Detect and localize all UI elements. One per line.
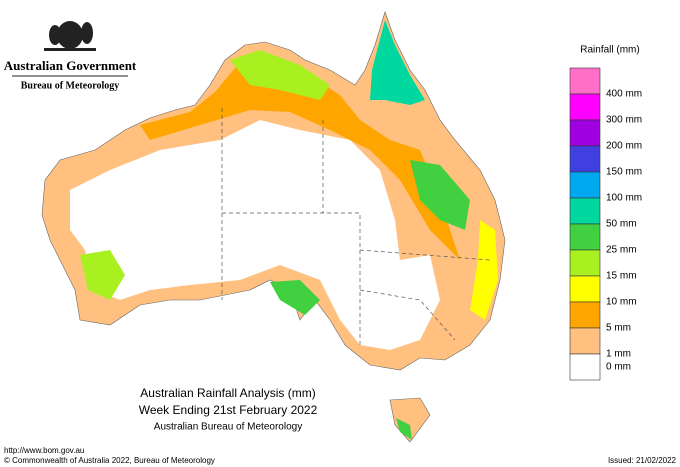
state-borders — [221, 108, 491, 345]
legend-label: 300 mm — [606, 115, 642, 126]
legend: 400 mm 300 mm 200 mm 150 mm 100 mm 50 mm 25 mm… — [569, 67, 642, 381]
legend-label: 50 mm — [606, 219, 637, 230]
dry-interior — [70, 120, 440, 350]
tas-green — [396, 418, 412, 440]
tasmania — [389, 397, 431, 443]
legend-swatch — [569, 93, 601, 121]
legend-label: 1 mm — [606, 349, 631, 360]
north-wet — [140, 62, 460, 260]
legend-swatch — [569, 171, 601, 199]
sa-green — [270, 280, 320, 315]
legend-label: 5 mm — [606, 323, 631, 334]
legend-swatch — [569, 67, 601, 95]
caption-line: Australian Bureau of Meteorology — [154, 422, 302, 433]
footer-copyright: © Commonwealth of Australia 2022, Bureau… — [4, 456, 215, 465]
legend-swatch — [569, 275, 601, 303]
caption-line: Australian Rainfall Analysis (mm) — [140, 386, 315, 400]
legend-swatch — [569, 197, 601, 225]
legend-label: 150 mm — [606, 167, 642, 178]
legend-swatch — [569, 223, 601, 251]
legend-label: 25 mm — [606, 245, 637, 256]
legend-swatch — [569, 249, 601, 277]
wa-green — [80, 250, 125, 300]
header-subtitle: Bureau of Meteorology — [21, 80, 120, 91]
footer-url: http://www.bom.gov.au — [4, 446, 84, 455]
legend-swatch — [569, 119, 601, 147]
qld-green — [410, 160, 470, 230]
header-title: Australian Government — [4, 58, 137, 73]
crest — [44, 21, 96, 51]
north-green — [230, 50, 330, 100]
east-coast — [470, 220, 498, 320]
legend-swatch — [569, 301, 601, 329]
legend-label: 10 mm — [606, 297, 637, 308]
legend-label: 200 mm — [606, 141, 642, 152]
footer-issued: Issued: 21/02/2022 — [608, 456, 677, 465]
legend-title: Rainfall (mm) — [580, 45, 639, 56]
legend-label: 15 mm — [606, 271, 637, 282]
legend-label: 0 mm — [606, 362, 631, 373]
legend-swatch — [569, 353, 601, 381]
cape-york — [370, 20, 425, 105]
map — [41, 11, 506, 443]
legend-swatch — [569, 327, 601, 355]
caption-line: Week Ending 21st February 2022 — [139, 403, 318, 417]
legend-label: 100 mm — [606, 193, 642, 204]
legend-swatch — [569, 145, 601, 173]
legend-label: 400 mm — [606, 89, 642, 100]
